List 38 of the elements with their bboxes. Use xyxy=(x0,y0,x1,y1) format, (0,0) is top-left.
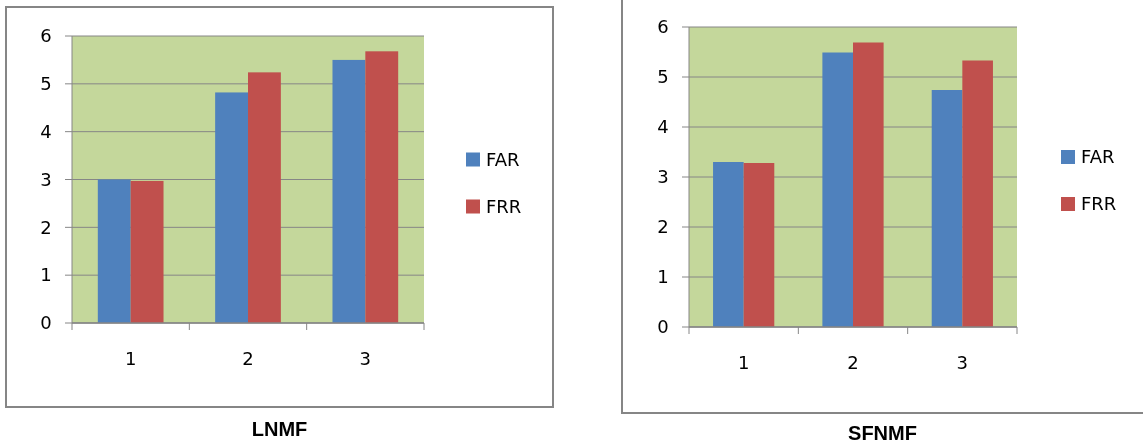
y-tick-label: 2 xyxy=(657,216,669,238)
x-tick-label: 1 xyxy=(737,352,750,373)
bar xyxy=(97,179,131,323)
bar xyxy=(365,51,399,323)
x-tick-label: 1 xyxy=(124,348,137,369)
bar xyxy=(130,180,164,323)
y-tick-label: 1 xyxy=(40,264,52,286)
y-tick-label: 3 xyxy=(40,168,52,190)
x-tick-label: 2 xyxy=(242,348,254,369)
legend-label: FAR xyxy=(486,148,520,170)
y-tick-label: 0 xyxy=(40,312,52,334)
y-tick-label: 6 xyxy=(40,25,52,47)
text: LNMF xyxy=(251,418,308,440)
x-tick-label: 3 xyxy=(956,352,969,373)
legend-label: FRR xyxy=(486,195,522,217)
legend-label: FRR xyxy=(1081,193,1117,215)
text: SFNMF xyxy=(848,422,917,444)
bar xyxy=(248,72,281,323)
y-tick-label: 1 xyxy=(657,266,669,288)
y-tick-label: 4 xyxy=(657,116,669,138)
x-tick-label: 3 xyxy=(359,348,372,369)
y-tick-label: 2 xyxy=(40,216,52,238)
bar xyxy=(962,60,993,327)
bar xyxy=(743,163,775,327)
x-tick-label: 2 xyxy=(847,352,859,373)
y-tick-label: 0 xyxy=(657,316,669,338)
y-tick-label: 6 xyxy=(657,16,669,38)
y-tick-label: 5 xyxy=(40,73,52,95)
y-tick-label: 4 xyxy=(40,120,52,142)
bar xyxy=(713,162,744,327)
legend-label: FAR xyxy=(1081,146,1115,168)
bar xyxy=(332,59,366,323)
y-tick-label: 3 xyxy=(657,166,669,188)
bar xyxy=(931,90,963,327)
bar xyxy=(822,52,853,327)
bar xyxy=(853,42,884,327)
bar xyxy=(215,92,248,323)
y-tick-label: 5 xyxy=(657,66,669,88)
